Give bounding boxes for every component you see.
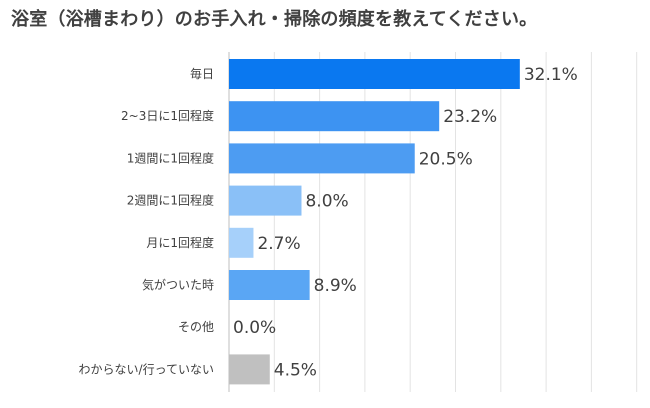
data-label: 0.0% [233,318,276,338]
category-label: その他 [178,320,214,334]
data-label: 8.0% [305,192,348,212]
category-label: 1週間に1回程度 [127,150,214,165]
category-label: 毎日 [190,66,214,81]
bar [229,270,310,300]
category-labels: 毎日 2~3日に1回程度 1週間に1回程度 2週間に1回程度月に1回程度気がついた時そ… [79,66,214,376]
data-label: 8.9% [314,276,357,296]
gridlines [228,52,638,392]
data-label: 2.7% [257,234,300,254]
bar [229,59,520,89]
category-label: 2週間に1回程度 [127,193,214,208]
bar [229,354,270,385]
bar [229,143,415,174]
data-label: 4.5% [274,360,317,380]
data-label: 32.1% [524,65,578,85]
chart-title: 浴室（浴槽まわり）のお手入れ・掃除の頻度を教えてください。 [11,9,538,30]
category-label: 2~3日に1回程度 [121,108,214,123]
bar [229,101,440,132]
bar [229,227,254,258]
data-label: 23.2% [443,107,497,127]
data-label: 20.5% [419,149,473,169]
value-labels: 32.1% 23.2% 20.5% 8.0% 2.7% 8.9% 0.0% 4.5% [233,65,578,380]
category-label: わからない/行っていない [79,362,214,376]
category-label: 気がついた時 [142,277,214,292]
bar [229,185,302,216]
category-label: 月に1回程度 [146,235,214,250]
bars [229,59,520,385]
